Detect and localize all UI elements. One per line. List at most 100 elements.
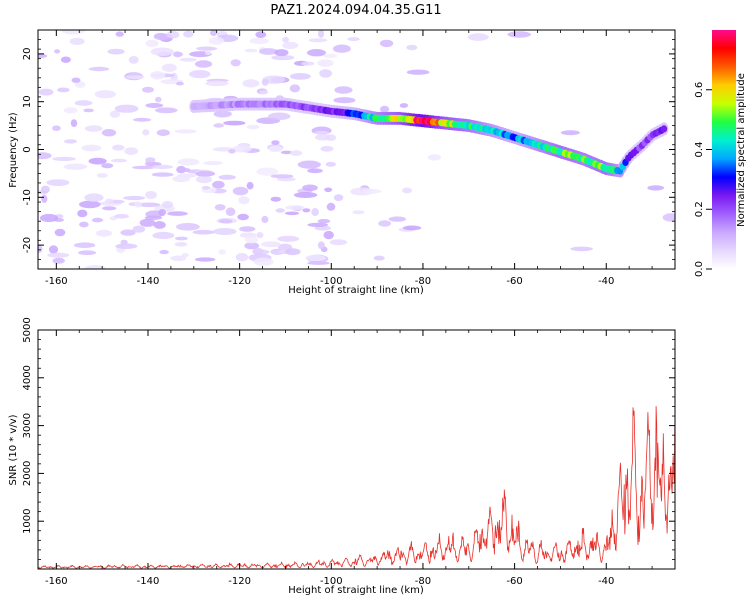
spectrogram-noise-blob: [41, 194, 48, 203]
spectrogram-noise-blob: [77, 209, 88, 218]
x-tick-label: -80: [415, 276, 431, 287]
spectrogram-noise-blob: [256, 232, 264, 239]
spectrogram-noise-blob: [307, 168, 323, 174]
y-tick-label: 0: [22, 146, 33, 152]
spectrogram-noise-blob: [153, 221, 166, 229]
spectrogram-noise-blob: [120, 229, 136, 236]
spectrogram-noise-blob: [133, 117, 152, 122]
snr-series-line: [38, 406, 675, 569]
figure-title: PAZ1.2024.094.04.35.G11: [270, 3, 441, 18]
spectrogram-noise-blob: [467, 33, 489, 41]
spectrogram-noise-blob: [249, 37, 270, 45]
spectrogram-noise-blob: [71, 77, 81, 83]
spectrogram-noise-blob: [52, 125, 61, 131]
spectrogram-noise-blob: [261, 241, 281, 248]
spectrogram-noise-blob: [145, 157, 156, 163]
spectrogram-noise-blob: [282, 36, 289, 43]
colorbar-tick-label: 0.0: [694, 261, 705, 277]
spectrogram-noise-blob: [79, 221, 89, 228]
spectrogram-noise-blob: [151, 164, 174, 169]
spectrogram-noise-blob: [305, 254, 327, 262]
spectrogram-noise-blob: [218, 219, 233, 224]
spectrogram-noise-blob: [214, 204, 226, 211]
spectrogram-noise-blob: [570, 246, 593, 252]
spectrogram-noise-blob: [308, 38, 328, 43]
spectrogram-noise-blob: [333, 97, 356, 104]
spectrogram-noise-blob: [218, 249, 227, 255]
y-tick-label: 4000: [22, 365, 33, 390]
snr-y-axis: 1000 2000 3000 4000 5000: [22, 317, 675, 560]
spectrogram-noise-blob: [107, 48, 125, 55]
spectrogram-noise-blob: [134, 201, 142, 208]
spectrogram-noise-blob: [174, 129, 197, 134]
colorbar-tick-label: 0.6: [694, 82, 705, 98]
spectrogram-noise-blob: [38, 244, 43, 253]
colorbar-tick-label: 0.2: [694, 201, 705, 217]
snr-panel: -160 -140 -120 -100 -80 -60 -40 1000 2000 3000 40…: [8, 317, 676, 596]
spectrogram-noise-blob: [144, 215, 162, 220]
spectrogram-noise-blob: [114, 214, 129, 219]
y-tick-label: -10: [22, 189, 33, 205]
spectrogram-noise-blob: [145, 103, 164, 108]
spectrogram-noise-blob: [246, 124, 260, 130]
colorbar-tick-label: 0.4: [694, 142, 705, 158]
spectrogram-noise-blob: [52, 156, 76, 161]
spectrogram-noise-blob: [84, 265, 106, 269]
spectrogram-noise-blob: [325, 161, 336, 167]
spectrogram-noise-blob: [230, 59, 241, 67]
spectrogram-noise-blob: [114, 104, 139, 113]
spectrogram-noise-blob: [159, 249, 169, 255]
spectrogram-noise-blob: [150, 71, 166, 80]
spectrogram-noise-blob: [208, 36, 225, 45]
spectrogram-noise-blob: [242, 79, 260, 88]
spectrogram-noise-blob: [96, 173, 108, 178]
spectrogram-noise-blob: [277, 235, 299, 242]
spectrogram-noise-blob: [210, 30, 218, 36]
spectrogram-noise-blob: [275, 208, 285, 213]
spectrogram-noise-blob: [145, 191, 157, 199]
spectrogram-noise-blob: [183, 30, 194, 38]
spectrogram-noise-blob: [161, 63, 177, 72]
spectrogram-noise-blob: [172, 51, 183, 58]
spectrogram-noise-blob: [280, 150, 293, 155]
spectrogram-noise-blob: [123, 195, 146, 201]
spectrogram-noise-blob: [261, 78, 269, 86]
spectrogram-noise-blob: [57, 87, 70, 93]
spectrogram-noise-blob: [271, 140, 280, 145]
spectrogram-noise-blob: [315, 134, 331, 141]
spectrogram-noise-blob: [662, 213, 675, 222]
spectrogram-noise-blob: [323, 53, 338, 59]
spectrogram-noise-blob: [152, 231, 175, 240]
spectrogram-noise-blob: [406, 44, 418, 51]
spectrogram-noise-blob: [63, 107, 78, 114]
spectrogram-noise-blob: [290, 150, 303, 156]
spectrogram-noise-blob: [78, 250, 97, 255]
spectrogram-noise-blob: [170, 255, 187, 262]
spectrogram-noise-blob: [112, 144, 125, 151]
spectrogram-noise-blob: [246, 181, 254, 190]
spectrogram-noise-blob: [239, 226, 256, 232]
spectrogram-noise-blob: [238, 196, 250, 205]
spectrogram-noise-blob: [244, 235, 259, 244]
spectrogram-noise-blob: [402, 225, 422, 231]
spectrogram-noise-blob: [232, 145, 252, 153]
spectrogram-noise-blob: [289, 73, 311, 80]
spectrogram-x-label: Height of straight line (km): [288, 285, 424, 296]
snr-x-axis: -160 -140 -120 -100 -80 -60 -40: [45, 330, 676, 587]
spectrogram-noise-blob: [285, 205, 305, 210]
spectrogram-noise-blob: [145, 39, 159, 48]
spectrogram-noise-blob: [155, 96, 162, 103]
spectrogram-noise-blob: [176, 223, 200, 231]
spectrogram-noise-blob: [297, 160, 321, 169]
x-tick-label: -60: [506, 276, 522, 287]
spectrogram-noise-blob: [274, 49, 289, 57]
spectrogram-noise-blob: [302, 208, 311, 213]
spectrogram-noise-blob: [192, 229, 215, 235]
x-tick-label: -80: [415, 576, 431, 587]
spectrogram-noise-blob: [61, 30, 85, 35]
spectrogram-noise-blob: [144, 161, 152, 167]
spectrogram-noise-blob: [115, 243, 138, 249]
ridge-core: [660, 125, 668, 133]
spectrogram-noise-blob: [244, 48, 258, 53]
spectrogram-noise-blob: [69, 37, 85, 46]
